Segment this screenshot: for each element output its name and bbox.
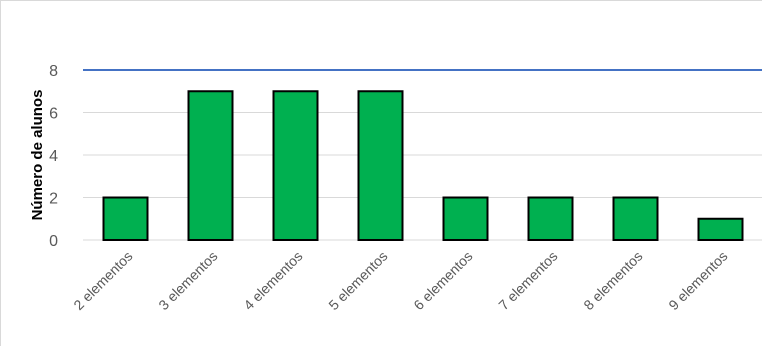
x-category-label: 2 elementos <box>70 248 135 313</box>
bar <box>272 90 319 241</box>
y-tick-label: 8 <box>49 63 58 80</box>
bar <box>612 196 659 241</box>
x-category-label: 7 elementos <box>495 248 560 313</box>
y-axis-title: Número de alunos <box>29 90 46 221</box>
x-category-label: 3 elementos <box>155 248 220 313</box>
y-tick-label: 4 <box>49 148 58 165</box>
bar <box>357 90 404 241</box>
x-category-label: 4 elementos <box>240 248 305 313</box>
y-tick-label: 2 <box>49 191 58 208</box>
x-category-label: 6 elementos <box>410 248 475 313</box>
x-category-label: 9 elementos <box>665 248 730 313</box>
x-axis-categories: 2 elementos 3 elementos 4 elementos 5 eleme… <box>70 248 730 313</box>
bar <box>187 90 234 241</box>
x-category-label: 8 elementos <box>580 248 645 313</box>
bar <box>697 217 744 241</box>
x-category-label: 5 elementos <box>325 248 390 313</box>
gridlines <box>83 69 762 241</box>
bars <box>102 90 744 241</box>
y-axis-ticks: 0 2 4 6 8 <box>49 63 58 250</box>
bar <box>102 196 149 241</box>
bar <box>527 196 574 241</box>
y-tick-label: 0 <box>49 233 58 250</box>
y-tick-label: 6 <box>49 106 58 123</box>
bar <box>442 196 489 241</box>
